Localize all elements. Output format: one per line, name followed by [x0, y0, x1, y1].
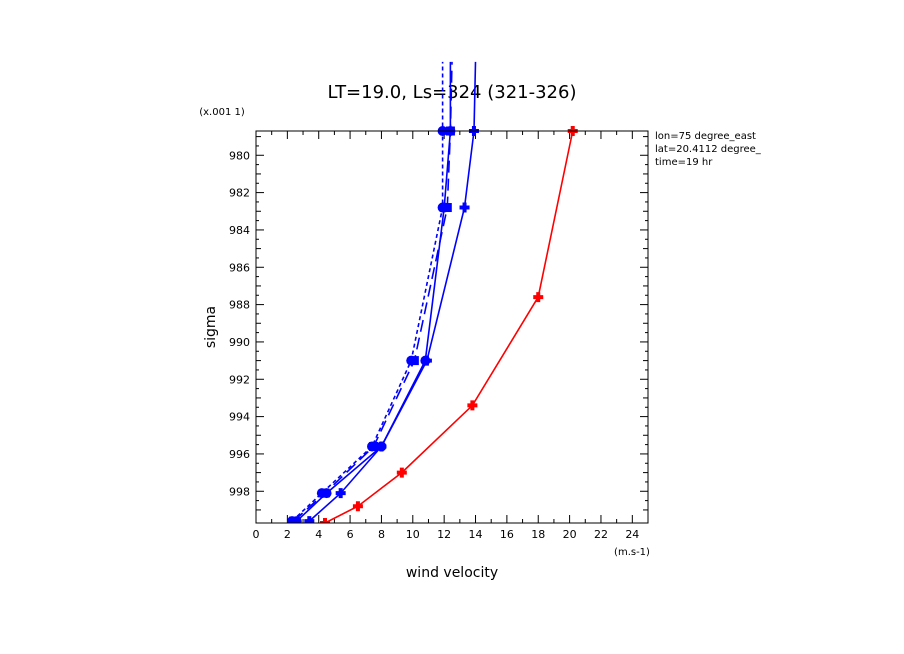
y-tick-label: 992: [229, 373, 250, 386]
y-tick-label: 986: [229, 261, 250, 274]
y-tick-label: 990: [229, 336, 250, 349]
axis-ticks: 0 2 4 6 8 10 12 14 16 18 20 22 249809829849869889909…: [229, 131, 649, 541]
x-tick-label: 14: [469, 528, 483, 541]
annotation-lon: lon=75 degree_east: [655, 131, 756, 142]
y-tick-label: 994: [229, 411, 250, 424]
x-tick-label: 24: [625, 528, 639, 541]
data-point-series-1: [459, 202, 470, 213]
y-tick-label: 996: [229, 448, 250, 461]
data-point-series-4: [437, 202, 448, 213]
x-axis-title: wind velocity: [406, 565, 498, 581]
data-point-series-2: [376, 441, 387, 452]
x-tick-label: 10: [406, 528, 420, 541]
data-point-series-5: [533, 292, 544, 303]
data-point-series-5: [467, 400, 478, 411]
data-point-series-1: [335, 488, 346, 499]
data-point-series-4: [316, 488, 327, 499]
x-tick-label: 0: [253, 528, 260, 541]
y-tick-label: 988: [229, 299, 250, 312]
x-tick-label: 6: [347, 528, 354, 541]
x-tick-label: 22: [594, 528, 608, 541]
y-tick-label: 984: [229, 224, 250, 237]
data-point-series-2: [420, 355, 431, 366]
x-tick-label: 12: [437, 528, 451, 541]
x-tick-label: 4: [315, 528, 322, 541]
x-tick-label: 20: [563, 528, 577, 541]
series-line-5: [324, 130, 574, 523]
y-unit-label: (x.001 1): [199, 107, 245, 118]
series-group: [287, 61, 578, 523]
y-tick-label: 998: [229, 485, 250, 498]
x-tick-label: 18: [531, 528, 545, 541]
data-point-series-1: [304, 516, 315, 523]
x-tick-label: 16: [500, 528, 514, 541]
y-tick-label: 982: [229, 187, 250, 200]
x-unit-label: (m.s-1): [614, 547, 650, 558]
data-point-series-5: [352, 501, 363, 512]
y-tick-label: 980: [229, 149, 250, 162]
y-axis-title: sigma: [203, 306, 219, 348]
annotation-lat: lat=20.4112 degree_: [655, 144, 762, 155]
plot-frame: [255, 130, 649, 524]
data-point-series-4: [367, 441, 378, 452]
x-tick-label: 2: [284, 528, 291, 541]
x-tick-label: 8: [378, 528, 385, 541]
data-point-series-5: [319, 518, 330, 523]
data-point-series-5: [396, 467, 407, 478]
annotation-time: time=19 hr: [655, 157, 713, 168]
data-point-series-4: [406, 355, 417, 366]
data-point-series-4: [287, 516, 298, 523]
